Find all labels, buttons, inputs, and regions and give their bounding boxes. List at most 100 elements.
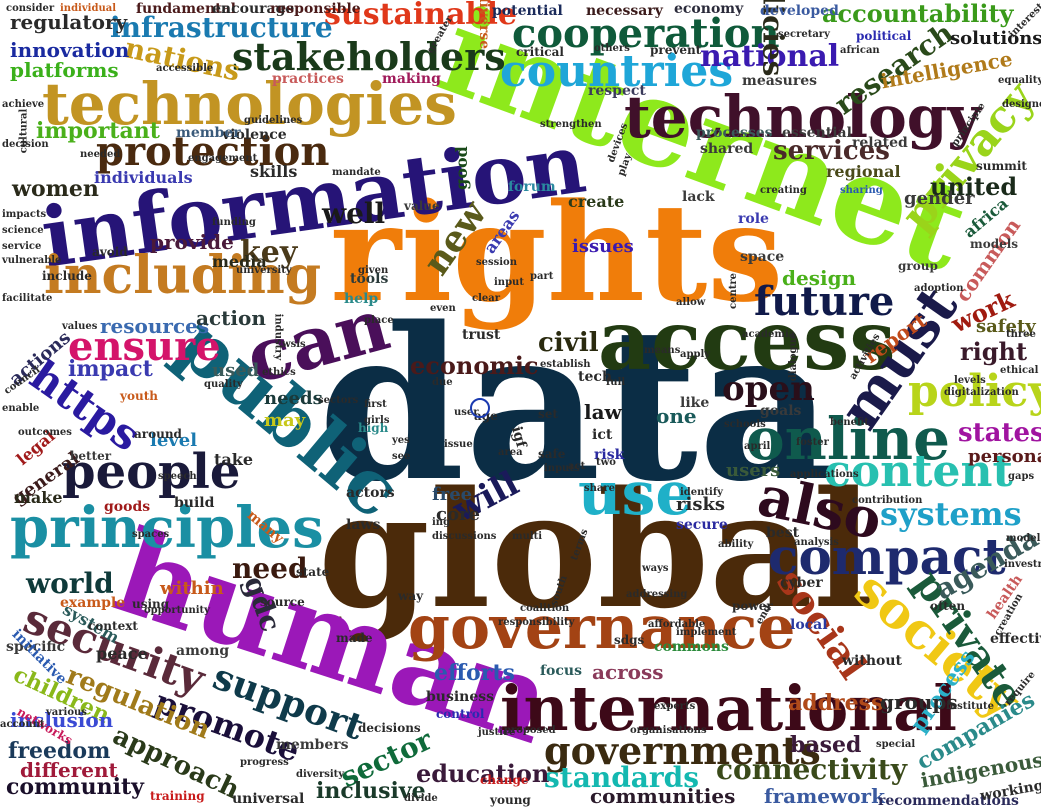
word: addressing (626, 589, 688, 600)
word: avoid (92, 245, 128, 259)
word: risk (594, 447, 625, 463)
word: accountability (822, 0, 1014, 28)
word: inputs (544, 463, 580, 474)
word: allow (676, 297, 706, 308)
word: affordable (648, 619, 706, 630)
word: principles (10, 495, 324, 561)
word: countries (500, 46, 734, 97)
word: connectivity (716, 753, 907, 786)
word: measures (742, 73, 818, 89)
word: violence (222, 127, 287, 143)
word: example (60, 595, 126, 611)
word: members (276, 737, 349, 753)
word: across (592, 660, 664, 684)
word: context (88, 619, 138, 633)
word: decisions (358, 721, 421, 735)
word: laws (346, 517, 381, 533)
word: create (568, 192, 625, 211)
word: data (318, 281, 834, 528)
word: made (336, 631, 373, 645)
word: solutions (950, 28, 1041, 49)
word: first (364, 399, 387, 410)
word: young (490, 793, 531, 807)
word: safe (538, 447, 566, 461)
word: diversity (296, 769, 345, 780)
word: training (150, 789, 205, 803)
word: civil (538, 328, 599, 358)
word: need (232, 552, 308, 585)
word: protection (96, 128, 330, 175)
word: based (790, 732, 862, 758)
word: centre (727, 273, 739, 309)
word: governments (544, 728, 821, 773)
word: responsibility (498, 617, 575, 628)
word: risks (676, 494, 726, 515)
word: sharing (840, 185, 883, 196)
word: tech (578, 369, 613, 385)
word: platforms (10, 58, 119, 82)
word: safety (976, 316, 1036, 337)
word: including (44, 245, 322, 306)
word: equality (998, 75, 1041, 86)
word: different (20, 758, 118, 782)
word: national (700, 39, 840, 74)
word: ethics (262, 367, 296, 378)
word: make (14, 488, 63, 507)
word: ing (432, 517, 451, 528)
word: level (150, 430, 198, 451)
word: adoption (914, 283, 964, 294)
word: see (392, 451, 411, 462)
word: coalition (520, 603, 570, 614)
word: making (382, 71, 441, 87)
word: groups (880, 690, 958, 714)
word: lack (682, 189, 715, 205)
word: schools (724, 419, 766, 430)
word: university (236, 265, 292, 276)
word: shared (700, 141, 754, 157)
word: accessible (156, 63, 214, 74)
word: technologies (42, 70, 457, 138)
word: clear (472, 293, 500, 304)
word: political (856, 29, 912, 43)
word: quality (204, 379, 243, 390)
word: sectors (318, 395, 359, 406)
word: related (852, 135, 908, 151)
word: processes (696, 125, 773, 141)
word: without (842, 653, 902, 669)
word: provide (150, 230, 234, 254)
word: state (296, 565, 330, 579)
word: account (0, 719, 45, 730)
word: goals (760, 403, 802, 419)
word: progress (240, 757, 289, 768)
word: innovation (10, 38, 130, 62)
word: needed (80, 149, 121, 160)
word: area (498, 447, 523, 458)
word: content (824, 446, 1013, 497)
word: focus (540, 663, 582, 679)
word: like (680, 395, 710, 411)
word: prevent (650, 43, 702, 57)
word: various (46, 707, 87, 718)
word: model (1006, 533, 1041, 544)
word: stakeholders (232, 34, 506, 79)
word: effective (990, 631, 1041, 647)
word: establish (540, 359, 591, 370)
word: service (2, 241, 42, 252)
word: essential (782, 125, 852, 141)
word: resources (100, 314, 210, 338)
word: international (500, 672, 957, 745)
word: ability (718, 539, 754, 550)
word: means (644, 345, 681, 356)
word: gender (904, 188, 975, 209)
word: models (970, 237, 1019, 251)
word: even (430, 303, 456, 314)
word: two (596, 457, 616, 468)
word: role (738, 211, 769, 227)
word: dialogue (788, 332, 800, 382)
word: opportunity (144, 605, 210, 616)
word: education (416, 759, 550, 788)
word: skills (250, 162, 298, 181)
word: speech (158, 471, 197, 482)
word: industry (272, 313, 284, 361)
word: technology (624, 83, 982, 151)
